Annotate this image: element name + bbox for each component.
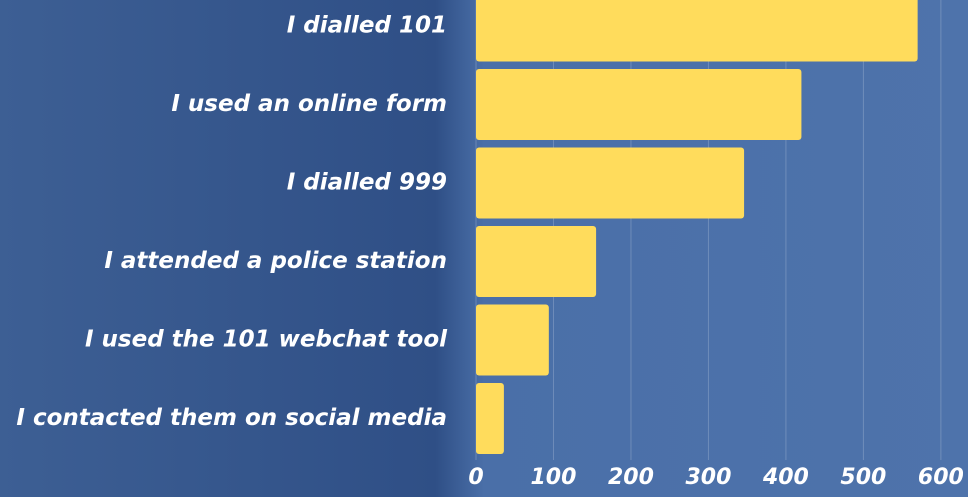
y-tick-label: I used an online form (171, 91, 447, 117)
x-tick-label: 200 (608, 465, 654, 490)
y-tick-label: I attended a police station (104, 248, 447, 274)
bar (476, 304, 549, 376)
x-tick-label: 0 (468, 465, 483, 490)
bar (476, 0, 918, 62)
bar (476, 226, 597, 297)
x-tick-label: 600 (918, 465, 964, 490)
x-tick-label: 100 (531, 465, 577, 490)
x-tick-label: 400 (762, 465, 809, 490)
y-tick-label: I used the 101 webchat tool (85, 327, 448, 353)
x-tick-label: 500 (840, 465, 886, 490)
y-tick-label: I dialled 999 (287, 170, 447, 196)
y-tick-label: I dialled 101 (287, 13, 447, 39)
bar (476, 383, 504, 454)
bar (476, 147, 745, 219)
y-tick-label: I contacted them on social media (16, 405, 447, 431)
x-tick-label: 300 (685, 465, 731, 490)
bar (476, 69, 802, 140)
